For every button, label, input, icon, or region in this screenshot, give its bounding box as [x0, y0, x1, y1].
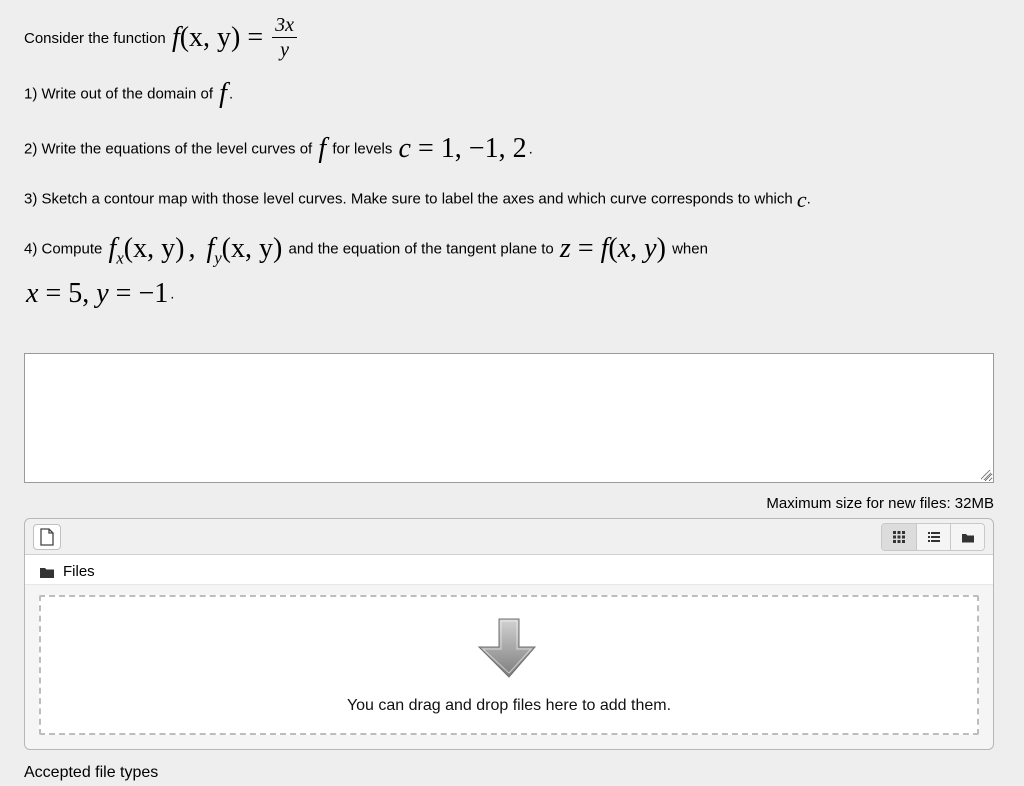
list-icon: [927, 530, 941, 544]
answer-textarea[interactable]: [24, 353, 994, 483]
path-files-label[interactable]: Files: [63, 563, 95, 580]
q2-math-f: f: [316, 133, 328, 164]
q4-fy-args: (x, y): [222, 233, 283, 264]
q3-math-c: c: [797, 187, 807, 212]
function-definition: f(x, y) = 3xy: [170, 22, 301, 53]
question-4: 4) Compute fx(x, y), fy(x, y) and the eq…: [24, 227, 1000, 317]
q4-comma: ,: [186, 233, 204, 264]
question-text: Consider the function f(x, y) = 3xy 1) W…: [24, 16, 1000, 317]
q4-text-b: and the equation of the tangent plane to: [289, 241, 558, 258]
q4-fy-sub: y: [214, 248, 221, 267]
grid-icon: [892, 530, 906, 544]
q4-fx: fx(x, y): [107, 233, 187, 264]
q4-fy: fy(x, y): [204, 233, 284, 264]
frac-num: 3x: [272, 15, 297, 38]
q1-text-b: .: [229, 85, 233, 102]
download-arrow-icon: [474, 615, 544, 683]
q1-math-f: f: [217, 78, 229, 109]
assignment-page: Consider the function f(x, y) = 3xy 1) W…: [0, 0, 1024, 786]
q4-zeq: z = f(x, y): [558, 233, 668, 264]
q4-fx-args: (x, y): [124, 233, 185, 264]
question-2: 2) Write the equations of the level curv…: [24, 127, 1000, 172]
q1-text-a: 1) Write out of the domain of: [24, 85, 217, 102]
math-args: (x, y): [180, 22, 241, 53]
question-1: 1) Write out of the domain of f.: [24, 72, 1000, 117]
view-grid-button[interactable]: [882, 524, 916, 550]
max-file-size-label: Maximum size for new files: 32MB: [24, 495, 994, 512]
file-add-icon: [39, 528, 55, 546]
q2-text-a: 2) Write the equations of the level curv…: [24, 140, 316, 157]
accepted-types-label: Accepted file types: [24, 764, 1000, 782]
view-list-button[interactable]: [916, 524, 950, 550]
q2-levels: c = 1, −1, 2: [397, 133, 529, 164]
question-intro-line: Consider the function f(x, y) = 3xy: [24, 16, 1000, 62]
add-file-button[interactable]: [33, 524, 61, 550]
math-fraction: 3xy: [270, 15, 299, 60]
q4-text-e: .: [170, 286, 174, 303]
file-picker: Files You can drag and drop files here t…: [24, 518, 994, 750]
frac-den: y: [272, 38, 297, 60]
drop-hint-text: You can drag and drop files here to add …: [347, 697, 671, 715]
q2-text-b: for levels: [332, 140, 396, 157]
file-picker-toolbar: [25, 519, 993, 555]
q3-text-b: .: [807, 190, 811, 207]
folder-path-icon: [39, 565, 55, 579]
question-3: 3) Sketch a contour map with those level…: [24, 182, 1000, 217]
intro-text: Consider the function: [24, 30, 166, 47]
math-eq: =: [240, 22, 270, 53]
view-mode-buttons: [881, 523, 985, 551]
file-drop-zone[interactable]: You can drag and drop files here to add …: [39, 595, 979, 735]
q2-text-d: .: [529, 140, 533, 157]
q4-text-a: 4) Compute: [24, 241, 107, 258]
q4-xy-values: x = 5, y = −1: [24, 278, 170, 309]
view-tree-button[interactable]: [950, 524, 984, 550]
q4-fx-sub: x: [116, 248, 123, 267]
file-path-bar: Files: [25, 555, 993, 585]
q4-text-c: when: [672, 241, 708, 258]
folder-icon: [961, 530, 975, 544]
math-f: f: [172, 22, 180, 53]
q3-text: 3) Sketch a contour map with those level…: [24, 190, 797, 207]
